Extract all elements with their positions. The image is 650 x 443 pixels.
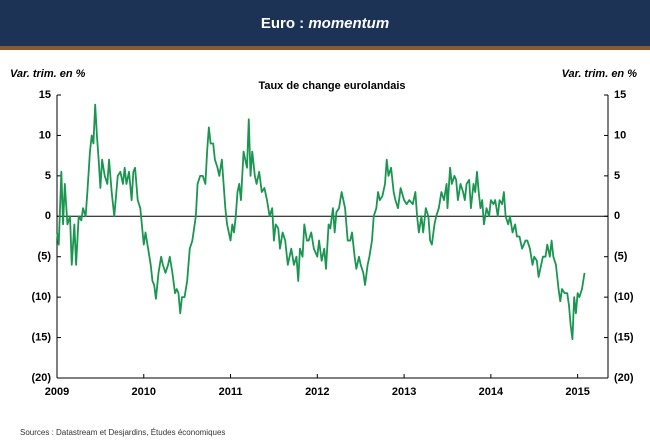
y2-tick-label: (15) <box>614 331 634 343</box>
y2-axis-label: Var. trim. en % <box>562 68 638 80</box>
x-tick-label: 2014 <box>479 386 504 398</box>
x-tick-label: 2013 <box>392 386 416 398</box>
y2-tick-label: 0 <box>614 210 620 222</box>
x-tick-label: 2012 <box>305 386 329 398</box>
y-tick-label: 15 <box>39 89 51 101</box>
x-tick-label: 2010 <box>132 386 156 398</box>
source-note: Sources : Datastream et Desjardins, Étud… <box>20 428 225 437</box>
y2-tick-label: 5 <box>614 170 620 182</box>
x-tick-label: 2011 <box>219 386 243 398</box>
chart-title: Euro : momentum <box>261 15 389 32</box>
title-text: Euro : <box>261 15 304 32</box>
title-emphasis: momentum <box>308 15 389 32</box>
x-tick-label: 2009 <box>45 386 69 398</box>
data-line <box>56 103 586 341</box>
y2-tick-label: (10) <box>614 291 634 303</box>
y-tick-label: (10) <box>31 291 51 303</box>
y-tick-label: 5 <box>45 170 51 182</box>
chart-subtitle: Taux de change eurolandais <box>258 80 405 92</box>
y-axis-label: Var. trim. en % <box>10 68 86 80</box>
header-rule <box>0 46 650 50</box>
y2-tick-label: 10 <box>614 129 626 141</box>
y-tick-label: (15) <box>31 331 51 343</box>
y2-tick-label: (20) <box>614 372 634 384</box>
header-band <box>0 0 650 46</box>
y2-tick-label: (5) <box>614 251 628 263</box>
y-tick-label: (20) <box>31 372 51 384</box>
y-tick-label: 0 <box>45 210 51 222</box>
y2-tick-label: 15 <box>614 89 626 101</box>
y-tick-label: 10 <box>39 129 51 141</box>
x-tick-label: 2015 <box>565 386 589 398</box>
y-tick-label: (5) <box>38 251 52 263</box>
